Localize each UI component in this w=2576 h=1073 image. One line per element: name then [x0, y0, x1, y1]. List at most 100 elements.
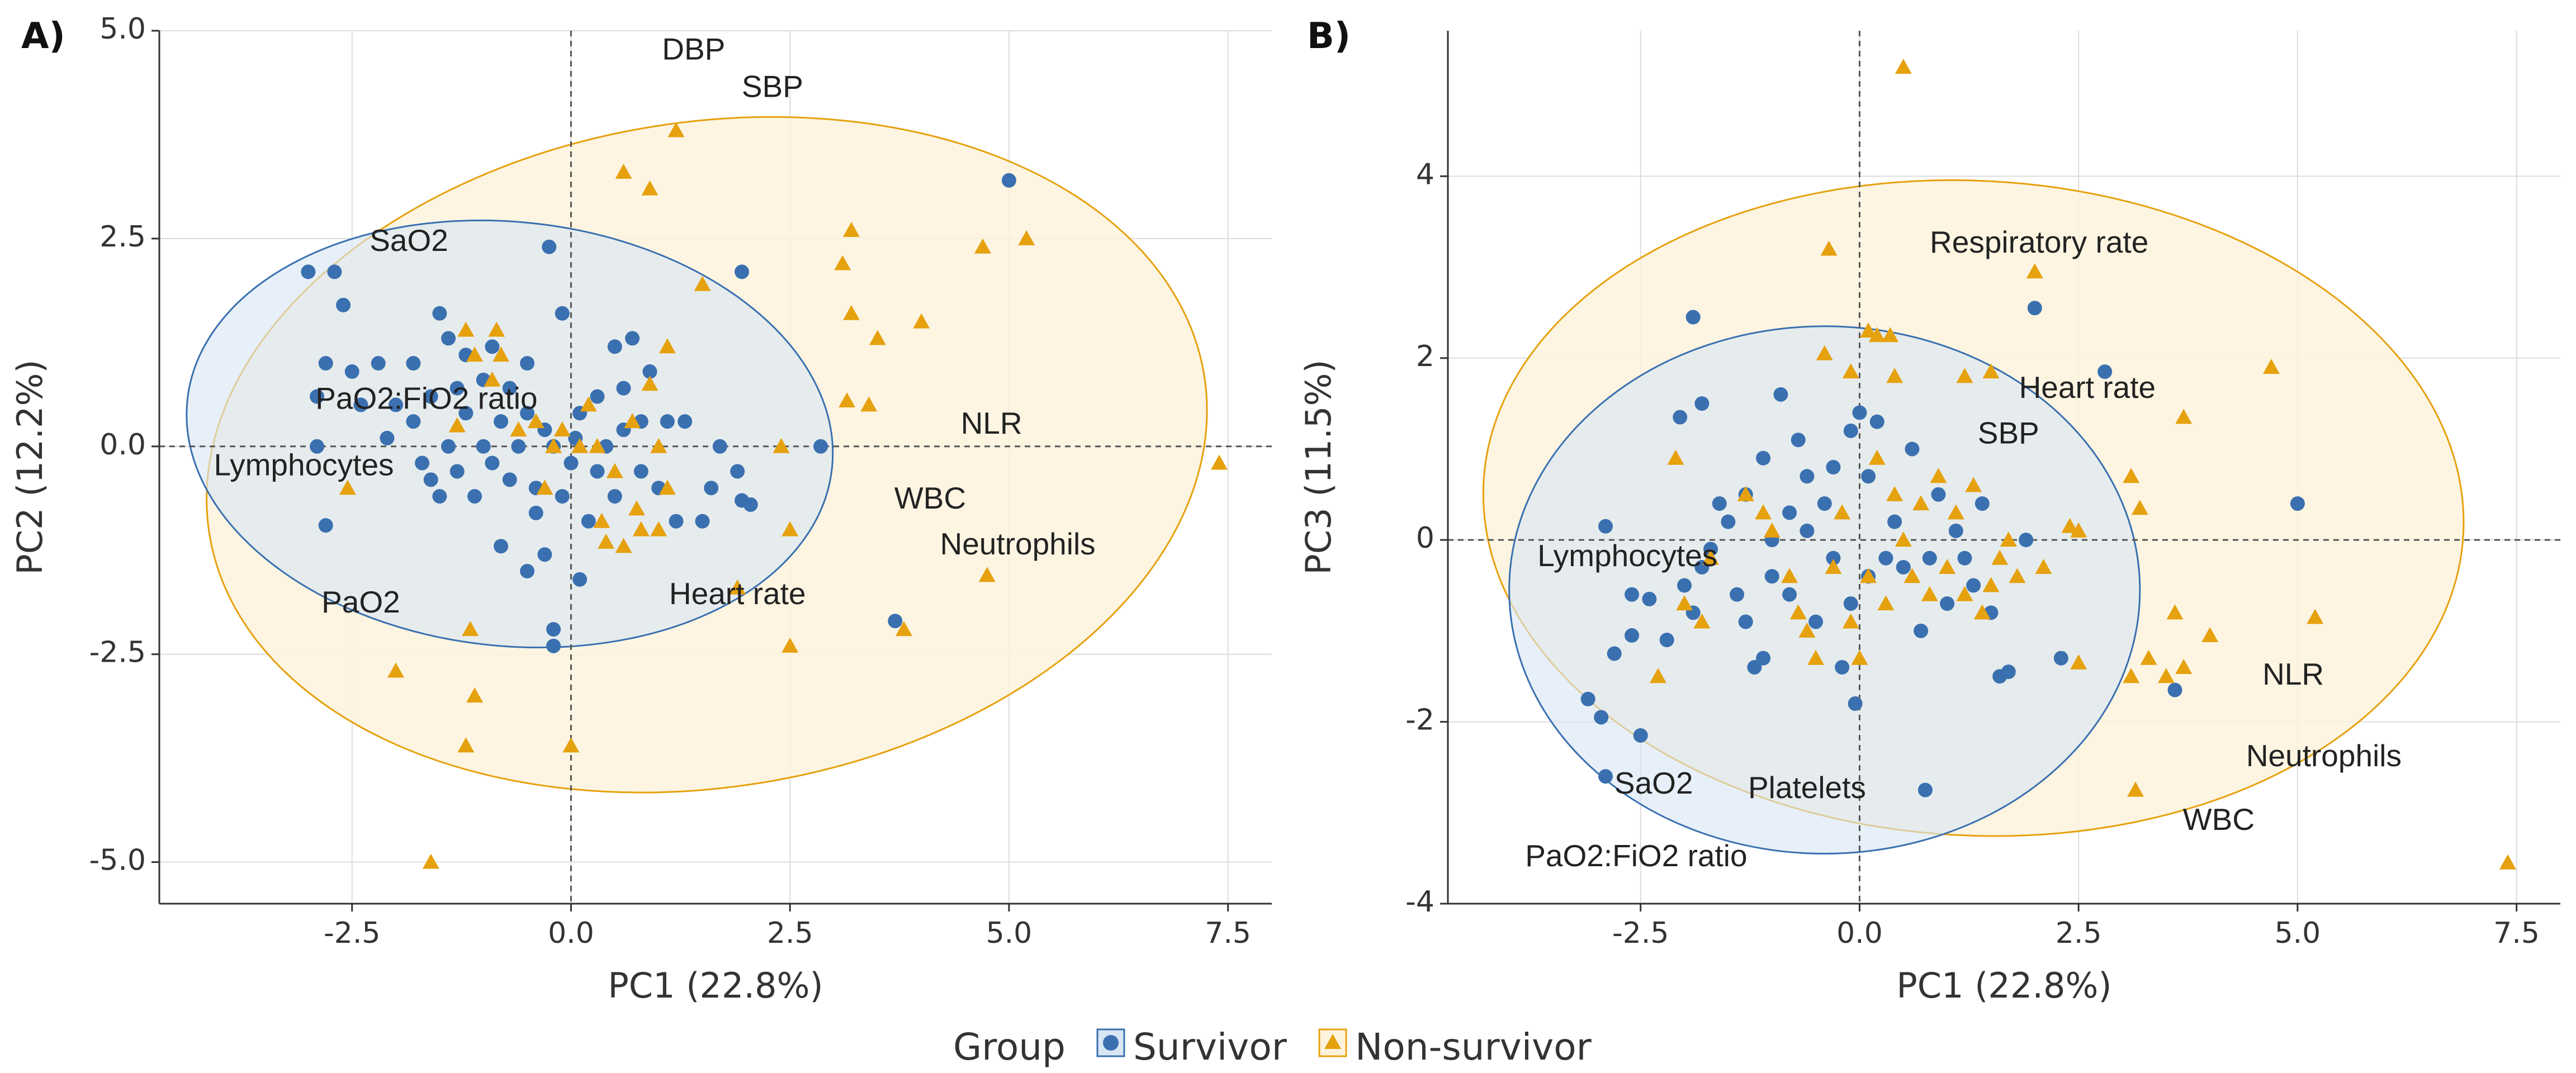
panel-b-variable-label: Platelets — [1748, 770, 1866, 805]
panel-b-point-non-survivor — [1650, 668, 1667, 683]
panel-a-y-axis-title: PC2 (12.2%) — [10, 359, 50, 575]
panel-b-point-survivor — [1580, 691, 1595, 706]
panel-a-point-non-survivor — [593, 512, 610, 528]
panel-a-variable-label: SaO2 — [370, 223, 448, 258]
panel-b-point-non-survivor — [1860, 568, 1877, 583]
panel-a-point-survivor — [625, 331, 640, 346]
panel-b-point-survivor — [1974, 496, 1990, 511]
panel-a-point-survivor — [406, 356, 421, 371]
panel-b-point-non-survivor — [1825, 558, 1842, 574]
panel-b-point-non-survivor — [1982, 363, 2000, 379]
legend-marker-non-survivor — [1324, 1034, 1341, 1049]
panel-a-point-survivor — [607, 339, 622, 354]
panel-b-point-non-survivor — [2070, 522, 2087, 538]
panel-a-point-non-survivor — [650, 438, 667, 453]
panel-a-point-survivor — [678, 414, 693, 429]
panel-b-confidence-ellipse-survivor — [1508, 325, 2141, 855]
panel-b-point-survivor — [1826, 550, 1841, 566]
panel-b-point-survivor — [1800, 523, 1815, 538]
panel-a-point-non-survivor — [589, 438, 606, 453]
panel-a-x-tick-label: -2.5 — [324, 917, 380, 950]
panel-b-point-survivor — [1835, 659, 1850, 675]
panel-b-point-survivor — [1598, 769, 1613, 784]
panel-a-point-survivor — [590, 389, 605, 404]
panel-a-variable-label: PaO2 — [321, 585, 400, 619]
panel-b-point-non-survivor — [1956, 368, 1973, 383]
panel-a-point-non-survivor — [457, 321, 475, 337]
panel-a-variable-label: SBP — [742, 69, 803, 104]
panel-b-point-survivor — [2097, 364, 2113, 379]
panel-a-point-survivor — [520, 563, 535, 578]
panel-a-point-non-survivor — [895, 621, 912, 637]
panel-a-point-survivor — [542, 239, 557, 254]
panel-b-point-non-survivor — [2009, 568, 2026, 583]
panel-a-point-non-survivor — [659, 338, 676, 354]
panel-b-point-non-survivor — [1755, 504, 1772, 520]
panel-a-confidence-ellipse-survivor — [186, 219, 834, 649]
panel-b-point-non-survivor — [1781, 568, 1798, 583]
panel-b-point-survivor — [1905, 441, 1920, 457]
panel-b-point-non-survivor — [1798, 622, 1816, 638]
panel-a-variable-label: Heart rate — [669, 576, 806, 611]
panel-b-point-non-survivor — [2166, 604, 2184, 620]
panel-a-point-non-survivor — [493, 346, 510, 362]
panel-b-point-survivor — [1791, 433, 1806, 448]
panel-a-letter: A) — [21, 16, 65, 57]
panel-b-point-non-survivor — [1965, 477, 1982, 492]
panel-a-point-survivor — [494, 414, 509, 429]
panel-a-point-survivor — [449, 381, 465, 396]
panel-b-point-survivor — [1782, 505, 1797, 520]
panel-b-point-survivor — [1852, 405, 1867, 420]
panel-a-point-non-survivor — [913, 313, 930, 329]
panel-a-point-non-survivor — [641, 376, 659, 391]
panel-a-point-non-survivor — [553, 421, 571, 437]
panel-a-point-non-survivor — [782, 521, 799, 536]
panel-a-point-survivor — [730, 464, 745, 479]
panel-a-point-survivor — [485, 339, 500, 354]
panel-a-point-non-survivor — [580, 396, 597, 412]
panel-b-point-survivor — [1712, 496, 1727, 511]
panel-b-y-tick-label: 2 — [1416, 340, 1434, 373]
panel-b-point-non-survivor — [1886, 486, 1903, 501]
panel-a-point-non-survivor — [842, 222, 860, 238]
panel-a-point-survivor — [743, 497, 758, 512]
panel-b-point-survivor — [1625, 628, 1640, 643]
panel-b-point-non-survivor — [1834, 504, 1851, 520]
panel-a-point-non-survivor — [974, 238, 991, 254]
panel-a-point-non-survivor — [615, 163, 632, 179]
panel-a-point-survivor — [572, 572, 588, 587]
panel-b-point-non-survivor — [1868, 449, 1886, 465]
panel-a-point-non-survivor — [545, 438, 562, 453]
panel-b-y-tick-label: -4 — [1405, 885, 1434, 919]
panel-b-point-survivor — [1673, 410, 1688, 425]
panel-a-y-tick-label: -5.0 — [89, 844, 146, 877]
panel-a-point-survivor — [704, 481, 719, 496]
panel-b-point-survivor — [1917, 782, 1933, 797]
legend-title: Group — [953, 1025, 1066, 1069]
panel-b-point-survivor — [1721, 514, 1736, 529]
panel-b-point-non-survivor — [1903, 568, 1921, 583]
panel-b-x-tick-label: -2.5 — [1612, 917, 1669, 950]
panel-b-y-tick-label: 4 — [1416, 158, 1434, 191]
panel-b-point-non-survivor — [1956, 586, 1973, 601]
panel-b-point-survivor — [1861, 469, 1876, 484]
panel-b-x-tick-label: 7.5 — [2493, 917, 2540, 950]
panel-b-y-tick-label: -2 — [1405, 704, 1434, 737]
panel-a-point-survivor — [310, 439, 325, 454]
panel-a-point-survivor — [537, 547, 552, 562]
panel-b-point-non-survivor — [1882, 327, 1899, 343]
panel-a-point-survivor — [502, 381, 517, 396]
panel-a-point-survivor — [813, 439, 828, 454]
panel-b-point-survivor — [1677, 578, 1692, 593]
panel-a-point-non-survivor — [488, 321, 505, 337]
panel-b-point-non-survivor — [2140, 649, 2157, 665]
panel-b-point-non-survivor — [1930, 468, 1947, 483]
panel-b-y-tick-label: 0 — [1416, 521, 1434, 555]
panel-b-point-survivor — [1730, 587, 1745, 602]
panel-a-point-non-survivor — [641, 180, 659, 196]
panel-b-point-survivor — [1800, 469, 1815, 484]
panel-b: B) Respiratory rate Heart rate SBP Lymphocy… — [1298, 16, 2560, 1006]
panel-b-point-survivor — [1607, 646, 1622, 661]
panel-a-point-survivor — [555, 489, 570, 504]
